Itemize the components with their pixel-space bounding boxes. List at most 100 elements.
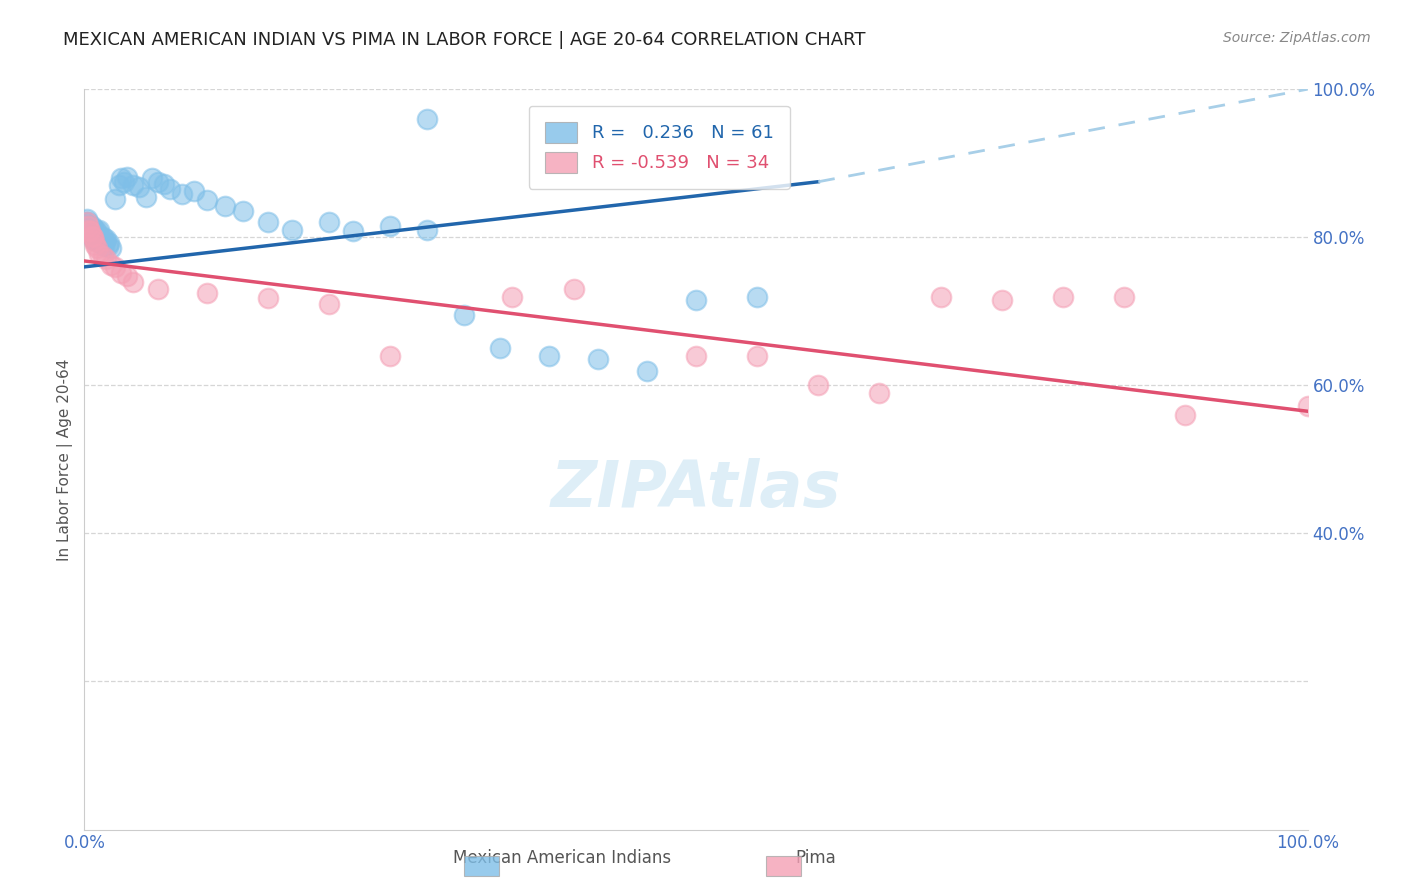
Point [87,228,110,243]
Point [76,215,98,229]
Point [747,349,769,363]
Point [232,204,254,219]
Point [195,194,218,208]
Point [538,349,561,363]
Point [82,221,104,235]
Point [183,185,205,199]
Point [807,378,830,392]
Point [100,259,122,273]
Point [685,293,707,308]
Point [153,177,176,191]
Point [586,352,609,367]
Point [80,224,103,238]
Point [128,180,150,194]
Point [869,385,891,400]
Point [75,215,97,229]
Point [380,219,402,234]
Point [318,215,340,229]
Point [214,199,236,213]
Text: Mexican American Indians: Mexican American Indians [453,849,672,867]
Text: Source: ZipAtlas.com: Source: ZipAtlas.com [1223,31,1371,45]
Point [80,228,103,243]
Point [257,291,280,305]
Point [76,211,98,226]
Point [115,169,138,184]
Point [83,227,105,241]
Point [453,308,475,322]
Point [76,219,98,234]
Point [1296,399,1319,413]
Point [104,192,127,206]
Point [747,289,769,303]
Point [80,219,103,234]
Point [86,230,108,244]
Point [94,234,117,248]
Y-axis label: In Labor Force | Age 20-64: In Labor Force | Age 20-64 [58,359,73,560]
Point [1052,289,1074,303]
Point [115,268,138,283]
Point [636,363,658,377]
Point [257,215,280,229]
Point [562,282,585,296]
Point [87,246,110,260]
Point [104,260,127,274]
Point [87,234,110,248]
Point [380,349,402,363]
Point [84,237,107,252]
Point [96,252,118,267]
Legend: R =   0.236   N = 61, R = -0.539   N = 34: R = 0.236 N = 61, R = -0.539 N = 34 [529,105,790,189]
Point [84,223,107,237]
Point [110,171,132,186]
Point [83,234,105,248]
Point [112,175,135,189]
Point [87,223,110,237]
Point [91,230,114,244]
Point [91,249,114,263]
Point [90,236,112,251]
Point [77,219,100,234]
Point [195,285,218,300]
Point [991,293,1014,308]
Point [89,232,111,246]
Point [93,239,115,253]
Point [502,289,524,303]
Point [141,171,163,186]
Point [135,189,157,203]
Point [97,239,120,253]
Point [82,230,104,244]
Point [172,187,194,202]
Point [77,223,100,237]
Point [79,227,101,241]
Point [82,230,104,244]
Point [100,241,122,255]
Text: ZIPAtlas: ZIPAtlas [551,458,841,520]
Point [146,175,169,189]
Point [86,224,108,238]
Point [281,223,304,237]
Point [83,233,105,247]
Point [318,297,340,311]
Point [342,224,364,238]
Point [159,182,181,196]
Point [416,223,439,237]
Point [122,178,145,193]
Point [77,223,100,237]
Point [416,112,439,126]
Point [77,224,100,238]
Text: Pima: Pima [796,849,835,867]
Point [122,275,145,289]
Point [685,349,707,363]
Point [107,178,129,193]
Point [929,289,952,303]
Point [97,236,120,251]
Text: MEXICAN AMERICAN INDIAN VS PIMA IN LABOR FORCE | AGE 20-64 CORRELATION CHART: MEXICAN AMERICAN INDIAN VS PIMA IN LABOR… [63,31,866,49]
Point [110,266,132,280]
Point [1174,408,1197,422]
Point [146,282,169,296]
Point [489,341,512,355]
Point [96,232,118,246]
Point [79,224,101,238]
Point [1114,289,1136,303]
Point [77,219,100,234]
Point [77,215,100,229]
